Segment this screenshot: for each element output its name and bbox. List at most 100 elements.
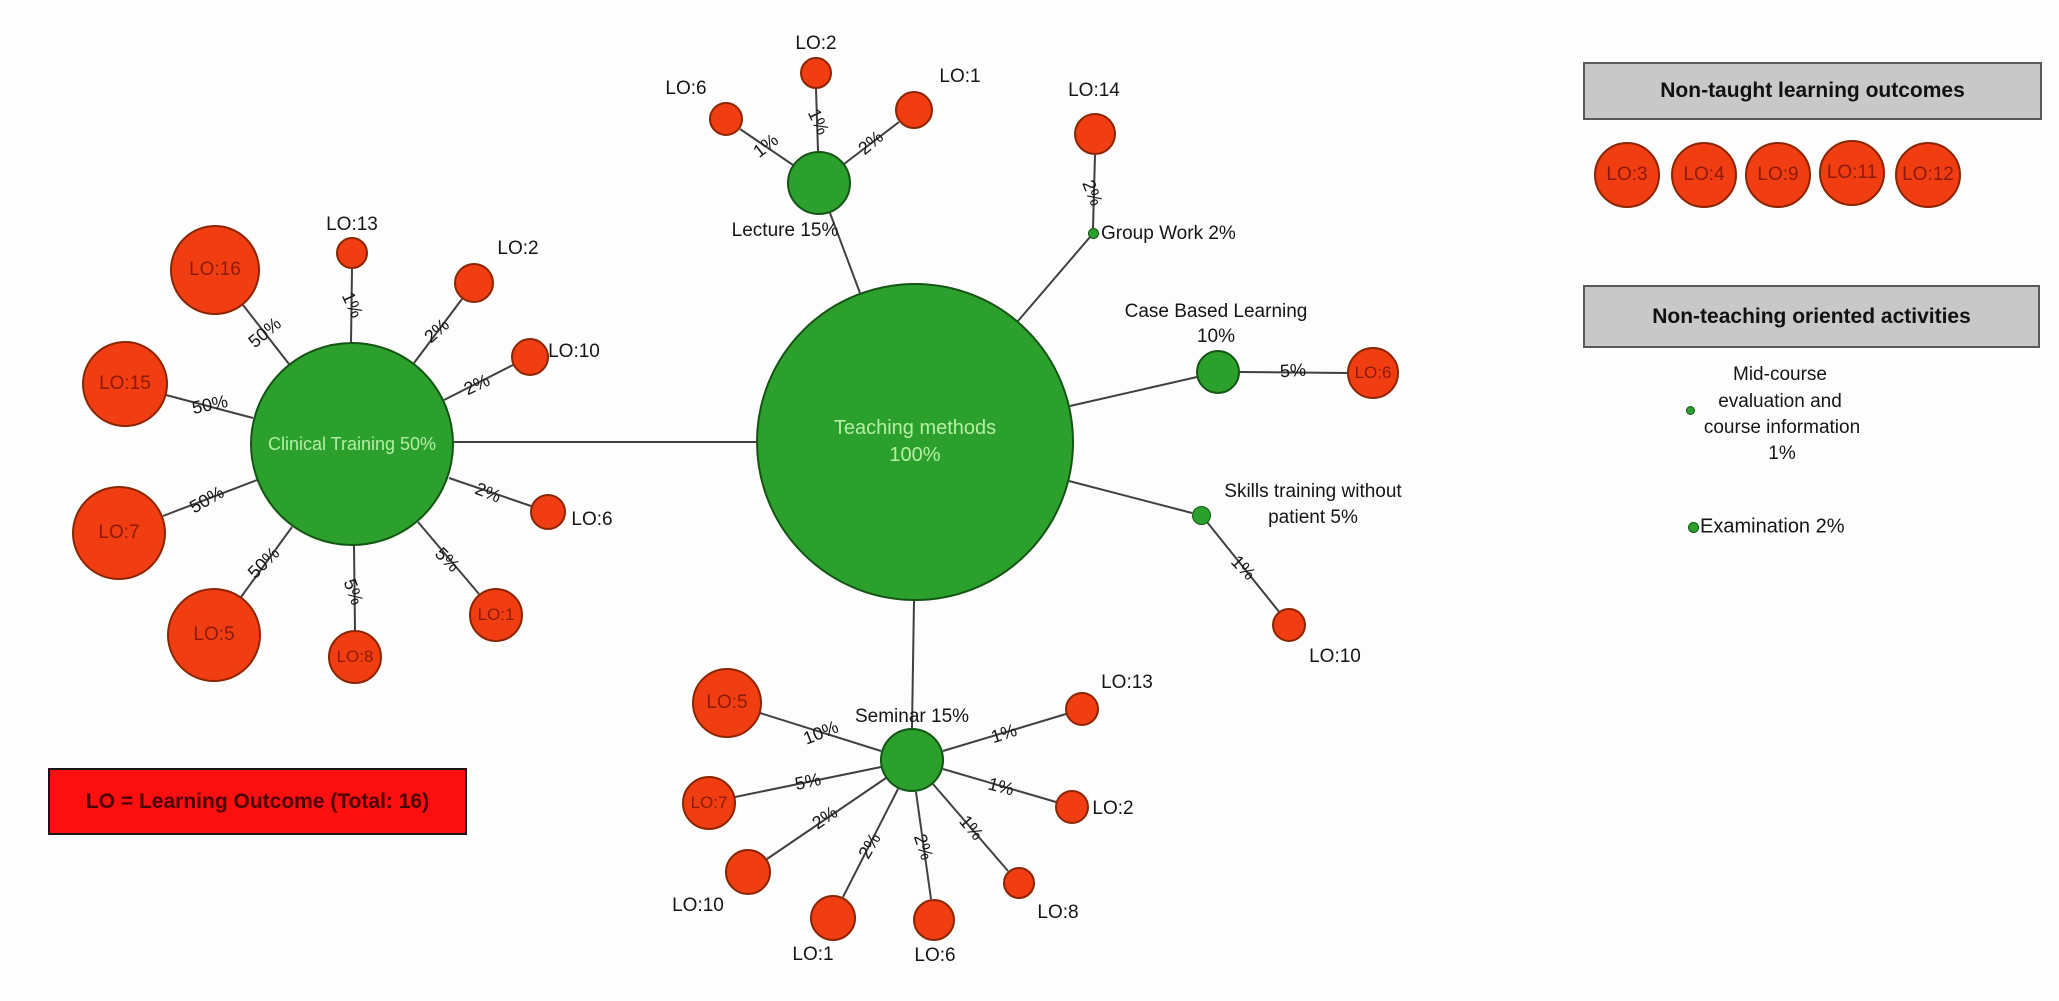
node-group-work-dot (1088, 228, 1099, 239)
node-clinical-lo10 (511, 338, 549, 376)
lecture-lo1-label: LO:1 (939, 66, 981, 87)
group-work-label: Group Work 2% (1101, 223, 1236, 244)
edge-casebased-lo6 (1239, 371, 1348, 374)
seminar-lo2-label: LO:2 (1092, 798, 1134, 819)
clinical-lo15-label: LO:15 (99, 373, 151, 395)
clinical-lo16-label: LO:16 (189, 259, 241, 281)
clinical-lo7-label: LO:7 (98, 522, 140, 544)
edge-clinical-lo10 (443, 364, 514, 401)
mid-course-line1: Mid-course (1733, 364, 1827, 385)
lecture-label: Lecture 15% (731, 220, 839, 241)
clinical-lo2-label: LO:2 (497, 238, 539, 259)
non-taught-title: Non-taught learning outcomes (1660, 79, 1965, 102)
edge-clinical-lo2 (413, 298, 463, 364)
skills-lo10-label: LO:10 (1309, 646, 1361, 667)
nontaught-lo11-label: LO:11 (1826, 162, 1878, 184)
node-seminar-lo8 (1003, 867, 1035, 899)
teaching-label-line1: Teaching methods (833, 417, 997, 439)
node-casebased-lo6: LO:6 (1347, 347, 1399, 399)
node-seminar-lo6 (913, 899, 955, 941)
node-clinical-lo8: LO:8 (328, 630, 382, 684)
skills-label-line2: patient 5% (1268, 507, 1358, 528)
clinical-lo5-label: LO:5 (193, 624, 235, 646)
teaching-label-line2: 100% (889, 444, 941, 466)
node-case-based-learning (1196, 350, 1240, 394)
clinical-label: Clinical Training 50% (267, 433, 437, 454)
nontaught-lo9-label: LO:9 (1757, 164, 1799, 186)
node-skills-training-dot (1192, 506, 1211, 525)
node-clinical-lo6 (530, 494, 566, 530)
node-clinical-lo13 (336, 237, 368, 269)
edge-seminar-lo7 (734, 766, 882, 798)
mid-course-line4: 1% (1768, 443, 1796, 464)
nontaught-lo3-label: LO:3 (1606, 164, 1648, 186)
case-based-title: Case Based Learning (1124, 301, 1308, 322)
lecture-lo6-label: LO:6 (665, 78, 707, 99)
edge-seminar-lo6 (915, 791, 932, 900)
mid-course-line3: course information (1703, 417, 1861, 438)
node-clinical-lo16: LO:16 (170, 225, 260, 315)
node-seminar-lo5: LO:5 (692, 668, 762, 738)
seminar-lo7-label: LO:7 (690, 793, 728, 813)
groupwork-lo14-label: LO:14 (1068, 80, 1120, 101)
node-clinical-lo7: LO:7 (72, 486, 166, 580)
examination-label: Examination 2% (1700, 515, 1845, 538)
clinical-lo6-label: LO:6 (571, 509, 613, 530)
seminar-lo1-label: LO:1 (792, 944, 834, 965)
edge-seminar-lo1 (842, 788, 899, 898)
node-teaching-methods: Teaching methods 100% (756, 283, 1074, 601)
edge-seminar-lo13 (942, 713, 1067, 752)
edge-teaching-casebased (1069, 376, 1198, 407)
casebased-lo6-label: LO:6 (1354, 363, 1392, 383)
edge-clinical-lo6 (448, 477, 532, 507)
node-clinical-lo1: LO:1 (469, 588, 523, 642)
casebased-lo6-pct: 5% (1279, 359, 1307, 382)
seminar-lo6-label: LO:6 (914, 945, 956, 966)
clinical-lo13-label: LO:13 (326, 214, 378, 235)
edge-teaching-skills (1068, 480, 1193, 514)
node-nontaught-lo12: LO:12 (1895, 142, 1961, 208)
non-teaching-title: Non-teaching oriented activities (1652, 304, 1971, 328)
node-lecture-lo6 (709, 102, 743, 136)
seminar-lo8-label: LO:8 (1037, 902, 1079, 923)
node-lecture-lo2 (800, 57, 832, 89)
edge-clinical-lo1 (417, 521, 480, 595)
node-nontaught-lo4: LO:4 (1671, 142, 1737, 208)
skills-label-line1: Skills training without (1224, 481, 1402, 502)
node-clinical-lo2 (454, 263, 494, 303)
node-nontaught-lo11: LO:11 (1819, 140, 1885, 206)
edge-clinical-lo8 (353, 545, 356, 631)
node-clinical-lo5: LO:5 (167, 588, 261, 682)
edge-clinical-lo13 (350, 268, 353, 343)
node-clinical-lo15: LO:15 (82, 341, 168, 427)
lecture-lo2-label: LO:2 (795, 33, 837, 54)
edge-seminar-lo10 (766, 777, 887, 860)
node-nontaught-lo3: LO:3 (1594, 142, 1660, 208)
edge-clinical-lo15 (165, 394, 254, 419)
edge-lecture-lo2 (815, 88, 819, 152)
node-groupwork-lo14 (1074, 113, 1116, 155)
seminar-lo10-label: LO:10 (672, 895, 724, 916)
edge-groupwork-lo14 (1092, 154, 1096, 229)
node-seminar (880, 728, 944, 792)
clinical-lo8-label: LO:8 (336, 647, 374, 667)
clinical-lo1-label: LO:1 (477, 605, 515, 625)
examination-dot (1688, 522, 1699, 533)
node-lecture-lo1 (895, 91, 933, 129)
node-clinical-training: Clinical Training 50% (250, 342, 454, 546)
edge-lecture-lo6 (739, 128, 794, 166)
mid-course-line2: evaluation and (1718, 391, 1842, 412)
node-seminar-lo10 (725, 849, 771, 895)
edge-seminar-lo8 (932, 783, 1009, 872)
edge-seminar-lo5 (759, 712, 882, 752)
mid-course-dot (1686, 406, 1695, 415)
case-based-pct: 10% (1196, 326, 1236, 347)
edge-teaching-groupwork (1017, 236, 1091, 322)
clinical-lo10-label: LO:10 (548, 341, 600, 362)
edge-seminar-lo2 (942, 768, 1057, 803)
node-seminar-lo2 (1055, 790, 1089, 824)
node-seminar-lo1 (810, 895, 856, 941)
edge-clinical-lo16 (242, 304, 290, 365)
